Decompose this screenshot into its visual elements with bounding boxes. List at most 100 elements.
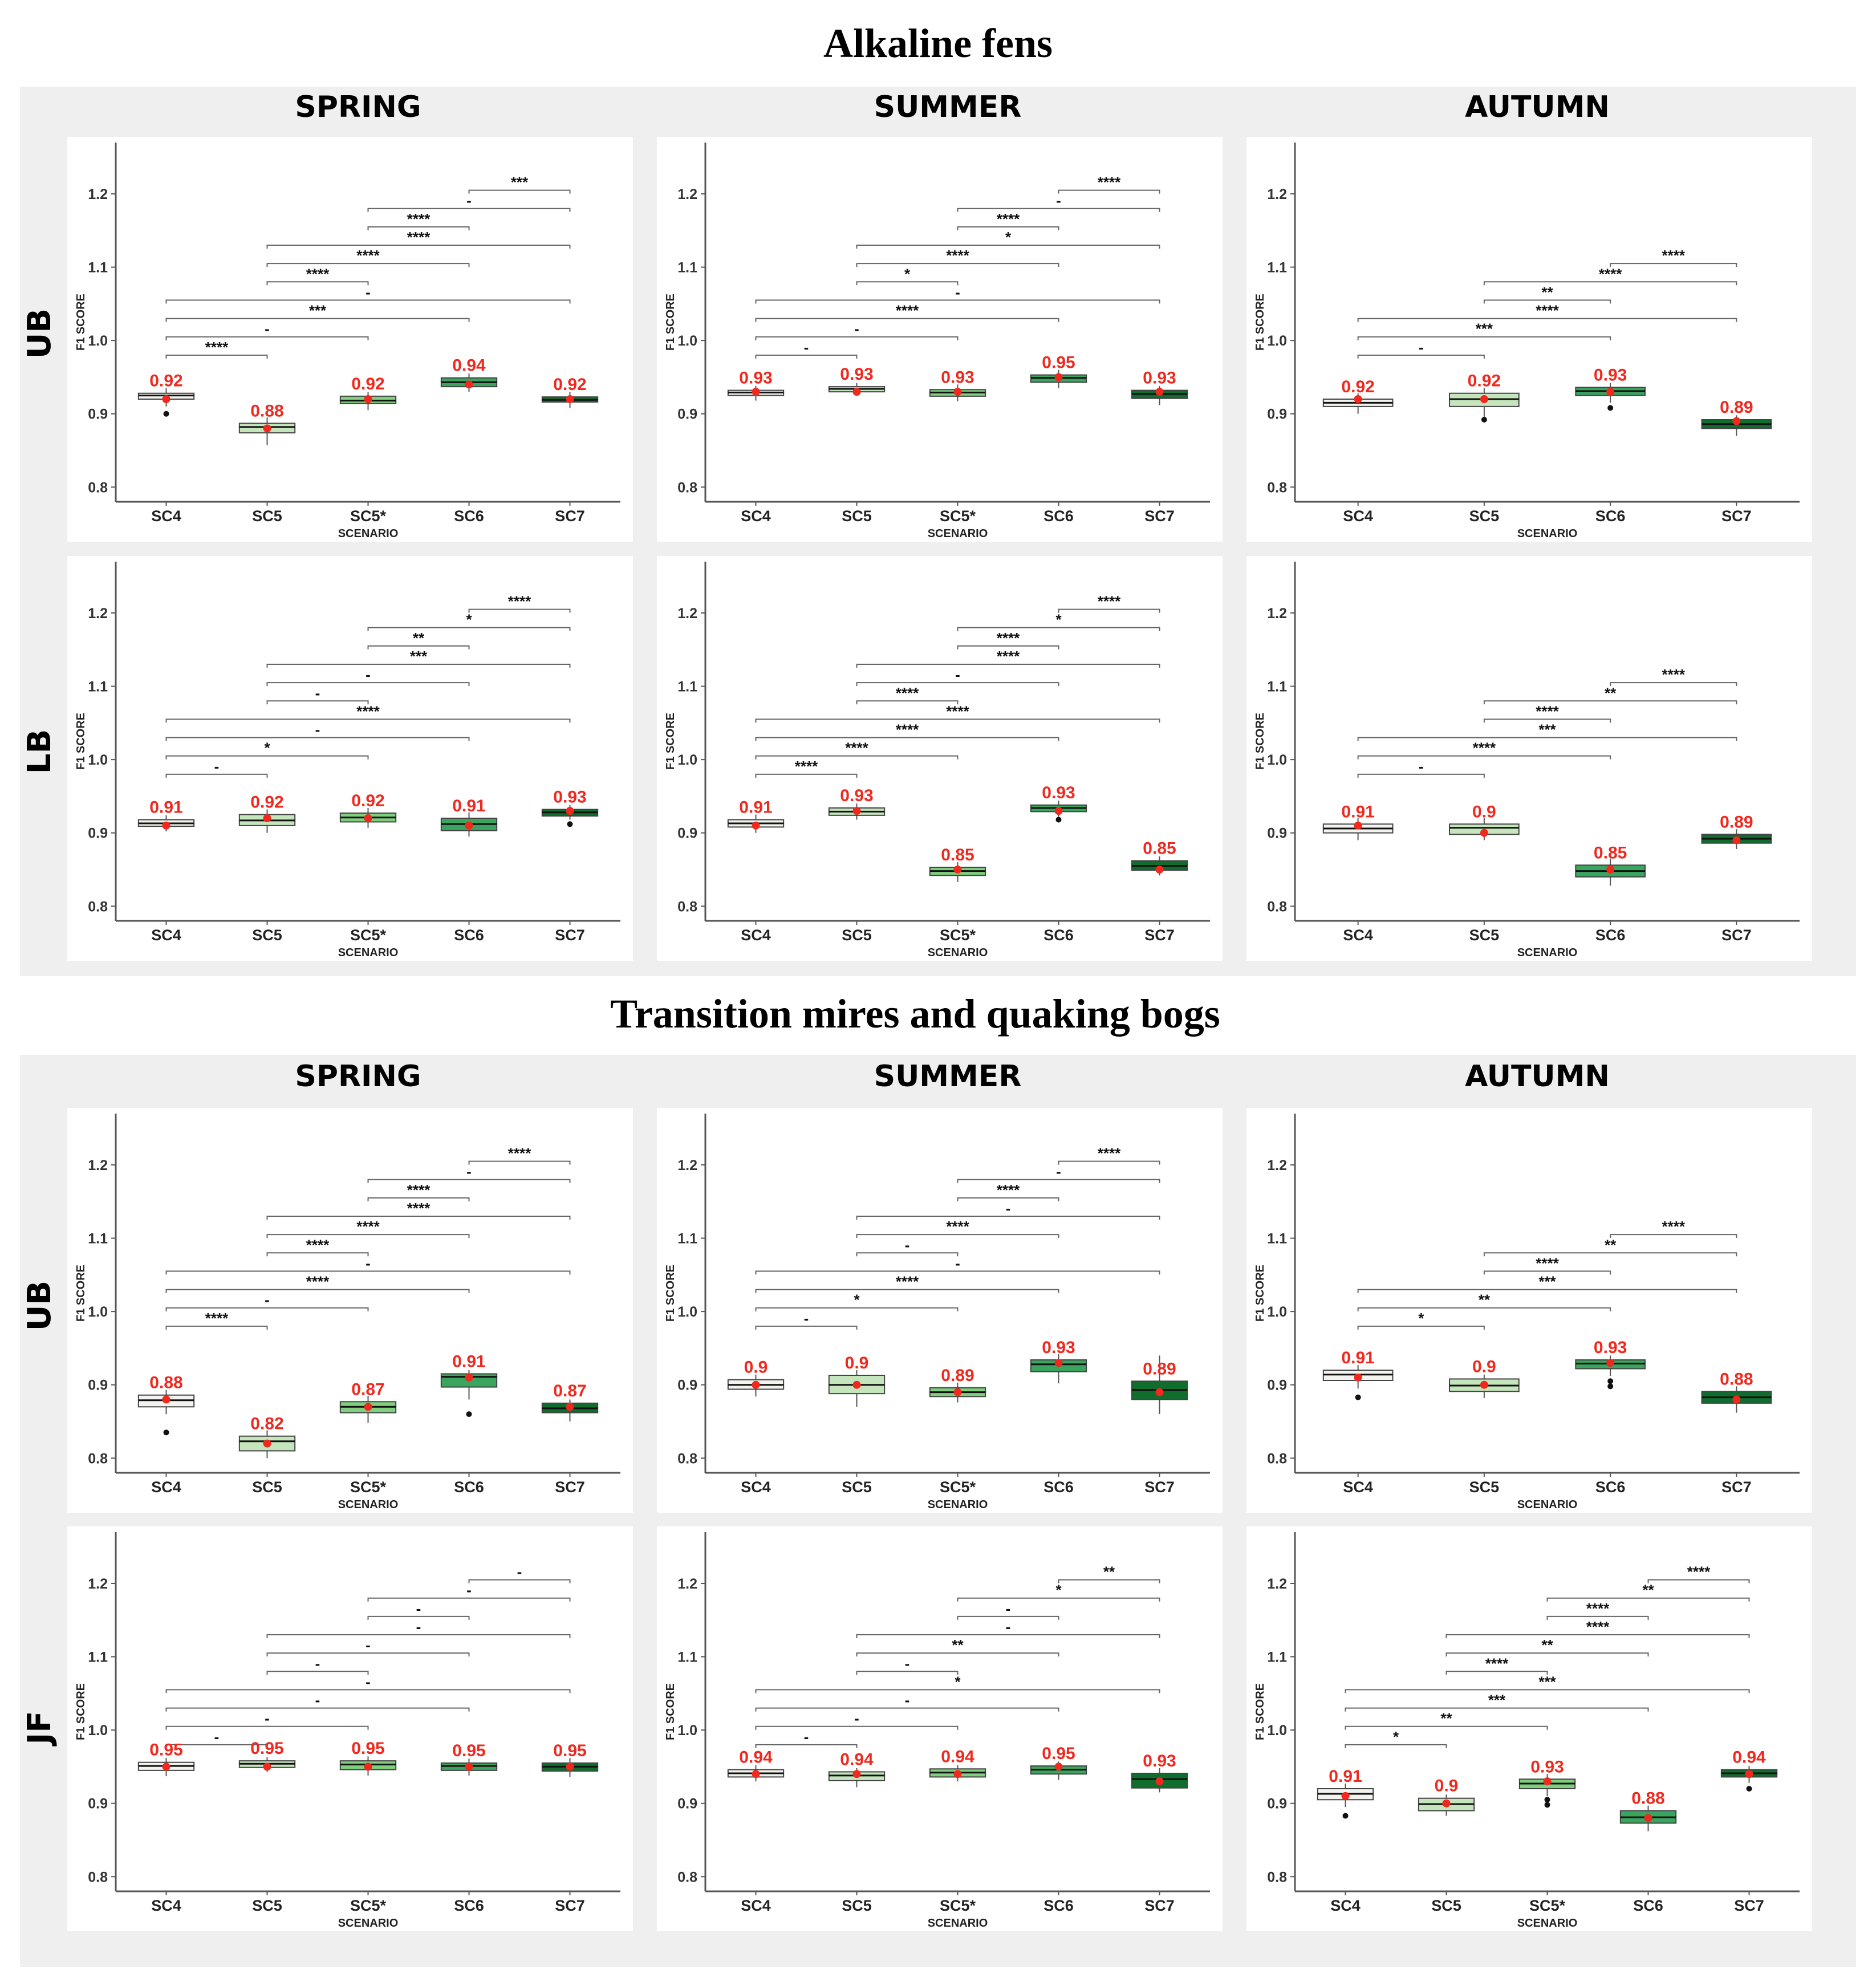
y-tick-label: 1.0	[1267, 333, 1287, 349]
significance-label: **	[1103, 1563, 1115, 1581]
significance-label: *	[466, 611, 472, 628]
y-tick-label: 1.1	[677, 679, 697, 695]
panel-background	[1246, 1526, 1812, 1931]
significance-bracket	[367, 1197, 470, 1201]
significance-bracket	[266, 700, 369, 705]
significance-bracket	[856, 245, 1160, 249]
mean-value-label: 0.82	[250, 1415, 283, 1433]
mean-point	[566, 395, 574, 403]
y-tick-label: 1.1	[1267, 1650, 1287, 1666]
significance-bracket	[1357, 1307, 1611, 1311]
significance-bracket	[1647, 1579, 1750, 1583]
x-tick-label: SC6	[454, 927, 484, 944]
x-tick-label: SC4	[151, 1479, 181, 1496]
mean-value-label: 0.85	[941, 846, 974, 864]
panel-background	[657, 1108, 1223, 1513]
y-tick-label: 1.0	[677, 752, 697, 768]
mean-point	[364, 395, 372, 403]
x-tick-label: SC4	[1343, 507, 1373, 525]
x-tick-label: SC5	[842, 507, 872, 525]
x-tick-label: SC6	[1595, 507, 1626, 525]
mean-point	[1354, 1373, 1362, 1382]
significance-label: -	[466, 192, 472, 209]
x-tick-label: SC4	[741, 507, 771, 525]
significance-bracket	[165, 318, 470, 322]
significance-label: ****	[946, 1218, 969, 1235]
significance-label: -	[214, 758, 220, 775]
significance-bracket	[1058, 608, 1160, 613]
significance-label: ****	[1586, 1600, 1610, 1617]
outlier-point	[1746, 1786, 1752, 1792]
significance-bracket	[165, 1270, 571, 1275]
panel-background	[657, 556, 1223, 961]
significance-label: ****	[1687, 1563, 1711, 1581]
y-tick-label: 1.1	[88, 1231, 108, 1247]
mean-point	[1606, 1359, 1615, 1367]
mean-value-label: 0.88	[149, 1374, 182, 1392]
x-tick-label: SC5	[842, 1897, 872, 1914]
mean-value-label: 0.92	[1468, 372, 1501, 391]
significance-bracket	[367, 1615, 470, 1620]
section-title-alkaline-fens: Alkaline fens	[823, 21, 1053, 66]
mean-point	[752, 821, 760, 830]
significance-label: ****	[1473, 740, 1496, 757]
significance-label: ****	[508, 593, 531, 610]
significance-bracket	[165, 354, 268, 359]
chart-panel-autumn-ub: 0.8 0.9 1.0 1.1 1.2 F1 SCORE SCENARIO SC4 SC5 SC6…	[1246, 137, 1812, 542]
x-tick-label: SC6	[1043, 1479, 1074, 1496]
significance-bracket	[165, 1744, 268, 1748]
significance-bracket	[165, 755, 369, 759]
significance-bracket	[1345, 1725, 1548, 1730]
y-axis-title: F1 SCORE	[75, 1683, 87, 1740]
significance-bracket	[1357, 737, 1737, 741]
significance-label: -	[466, 1582, 472, 1599]
significance-bracket	[165, 1689, 571, 1693]
significance-bracket	[755, 1307, 959, 1311]
significance-label: *	[1393, 1728, 1399, 1745]
significance-bracket	[755, 1325, 858, 1330]
significance-bracket	[468, 189, 571, 194]
significance-label: ****	[997, 629, 1020, 647]
x-tick-label: SC5	[252, 927, 282, 944]
significance-label: ****	[306, 1273, 330, 1290]
significance-label: -	[416, 1600, 421, 1617]
y-tick-label: 1.2	[677, 186, 697, 202]
chart-panel-spring-lb: 0.8 0.9 1.0 1.1 1.2 F1 SCORE SCENARIO SC4 SC5 SC5…	[67, 556, 633, 961]
panel-background	[67, 137, 633, 542]
outlier-point	[163, 411, 169, 417]
mean-point	[852, 1380, 861, 1389]
significance-bracket	[1483, 700, 1737, 705]
mean-point	[1606, 388, 1615, 396]
mean-point	[465, 1762, 473, 1771]
mean-value-label: 0.94	[1732, 1748, 1766, 1767]
outlier-point	[567, 821, 573, 827]
y-axis-title: F1 SCORE	[664, 1683, 677, 1740]
significance-label: ***	[1538, 1273, 1556, 1290]
significance-bracket	[165, 336, 369, 340]
significance-bracket	[1345, 1707, 1649, 1712]
mean-value-label: 0.9	[744, 1358, 768, 1377]
panel-background	[1246, 556, 1812, 961]
significance-bracket	[957, 1197, 1059, 1201]
x-tick-label: SC7	[1144, 927, 1175, 944]
season-label-spring: SPRING	[295, 90, 421, 124]
x-tick-label: SC5	[842, 927, 872, 944]
significance-bracket	[1357, 354, 1485, 359]
mean-value-label: 0.93	[1594, 1338, 1627, 1357]
y-axis-title: F1 SCORE	[1254, 713, 1266, 770]
significance-label: -	[265, 1710, 270, 1727]
mean-point	[1354, 395, 1362, 403]
significance-bracket	[468, 608, 571, 613]
significance-bracket	[856, 263, 1059, 267]
y-tick-label: 0.8	[88, 1869, 108, 1885]
significance-label: -	[366, 1673, 371, 1690]
significance-label: ****	[205, 339, 229, 356]
significance-label: -	[804, 1310, 809, 1327]
mean-point	[1732, 417, 1741, 425]
significance-label: ****	[1098, 593, 1121, 610]
mean-value-label: 0.92	[250, 793, 283, 812]
y-tick-label: 1.1	[88, 1650, 108, 1666]
significance-label: ****	[356, 247, 380, 264]
x-tick-label: SC7	[555, 1479, 585, 1496]
significance-label: ****	[1536, 302, 1559, 319]
